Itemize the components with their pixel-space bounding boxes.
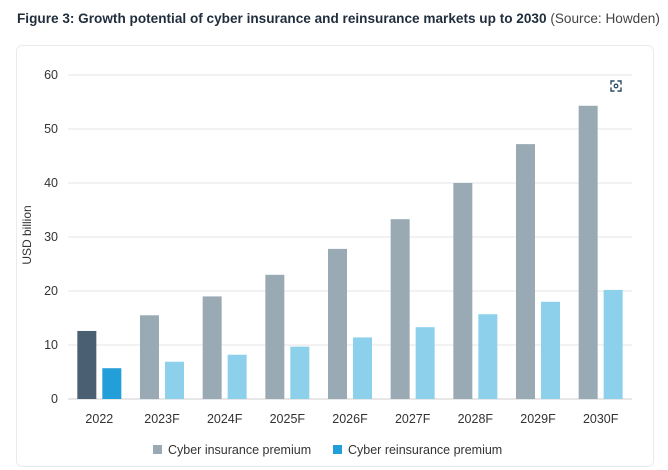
x-tick-label: 2024F [207,412,243,426]
bar-cyber-insurance [516,144,535,399]
legend-cyber-insurance-label: Cyber insurance premium [168,443,311,457]
bar-cyber-insurance [390,219,410,399]
bar-cyber-insurance [265,274,285,399]
x-tick-label: 2023F [144,412,180,426]
legend: Cyber insurance premium Cyber reinsurance… [153,443,502,457]
expand-icon[interactable] [606,76,626,96]
y-tick-label: 40 [44,176,58,190]
x-tick-label: 2026F [332,412,368,426]
bar-cyber-reinsurance [353,337,372,399]
y-tick-label: 30 [44,230,58,244]
gridlines [68,74,632,400]
x-tick-label: 2022 [85,412,113,426]
bar-cyber-reinsurance [290,346,310,399]
x-axis-ticks: 2022 2023F 2024F 2025F 2026F 2027F 2028F 2029F 2… [85,412,618,426]
bar-cyber-reinsurance [102,368,122,399]
legend-cyber-insurance-swatch [153,445,162,454]
bar-cyber-reinsurance [603,289,623,399]
bar-cyber-reinsurance [227,354,247,399]
bar-cyber-insurance [453,183,473,399]
x-tick-label: 2030F [583,412,619,426]
bar-cyber-reinsurance [478,314,498,399]
y-tick-label: 10 [44,338,58,352]
y-axis-ticks: 0 10 20 30 40 50 60 [44,68,58,406]
x-tick-label: 2027F [395,412,431,426]
legend-cyber-reinsurance-label: Cyber reinsurance premium [348,443,502,457]
y-tick-label: 0 [51,392,58,406]
x-tick-label: 2028F [458,412,494,426]
bar-cyber-reinsurance [541,301,560,399]
bars [77,105,623,399]
x-tick-label: 2025F [270,412,306,426]
bar-cyber-reinsurance [415,327,435,399]
bar-cyber-insurance [140,315,159,399]
y-tick-label: 60 [44,68,58,82]
figure-title: Figure 3: Growth potential of cyber insu… [17,11,660,26]
y-tick-label: 20 [44,284,58,298]
bar-cyber-insurance [328,248,347,399]
x-tick-label: 2029F [520,412,556,426]
bar-cyber-insurance [77,330,97,399]
y-axis-label: USD billion [20,205,34,264]
bar-cyber-reinsurance [165,361,184,399]
bar-cyber-insurance [202,296,222,399]
bar-cyber-insurance [578,105,598,399]
y-tick-label: 50 [44,122,58,136]
legend-cyber-reinsurance-swatch [333,445,342,454]
